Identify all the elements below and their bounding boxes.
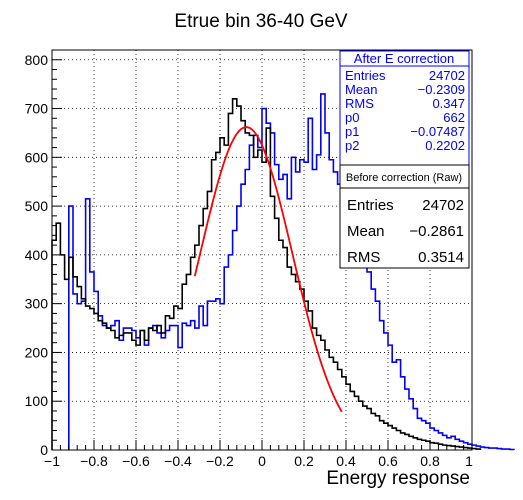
stats-after-label-entries: Entries — [345, 68, 386, 83]
x-tick-label: 0 — [258, 453, 266, 469]
y-axis: 0 100 200 300 400 500 600 700 800 — [25, 49, 62, 458]
stats-before-title: Before correction (Raw) — [346, 172, 462, 184]
x-tick-label: −1 — [44, 453, 60, 469]
y-tick-label: 300 — [25, 296, 49, 312]
x-tick-label: −0.6 — [122, 453, 150, 469]
stats-after-value-p2: 0.2202 — [425, 138, 465, 153]
stats-before-label-entries: Entries — [347, 197, 394, 214]
stats-before-frame — [339, 164, 470, 269]
stats-after-value-p1: −0.07487 — [410, 124, 465, 139]
x-tick-label: 0.4 — [336, 453, 356, 469]
x-tick-label: −0.4 — [164, 453, 192, 469]
stats-after-label-rms: RMS — [345, 96, 374, 111]
stats-before-value-entries: 24702 — [422, 197, 464, 214]
stats-box-after: After E correction Entries 24702 Mean −0.23… — [339, 50, 470, 166]
stats-after-value-mean: −0.2309 — [418, 82, 465, 97]
y-tick-label: 100 — [25, 393, 49, 409]
y-tick-label: 200 — [25, 344, 49, 360]
stats-after-label-mean: Mean — [345, 82, 378, 97]
histogram-before-correction — [51, 97, 482, 450]
stats-after-value-p0: 662 — [443, 110, 465, 125]
stats-after-title: After E correction — [354, 51, 454, 66]
x-axis: −1 −0.8 −0.6 −0.4 −0.2 0 0.2 0.4 0.6 0.8 1 — [44, 440, 473, 469]
stats-after-rows: Entries 24702 Mean −0.2309 RMS 0.347 p0 662 p1 −0… — [345, 68, 465, 153]
stats-after-label-p2: p2 — [345, 138, 359, 153]
y-tick-label: 600 — [25, 149, 49, 165]
fit-curve-group — [193, 126, 343, 413]
histograms — [51, 93, 515, 451]
stats-after-label-p0: p0 — [345, 110, 359, 125]
x-tick-label: 1 — [465, 453, 473, 469]
y-tick-label: 0 — [40, 442, 48, 458]
stats-before-rows: Entries 24702 Mean −0.2861 RMS 0.3514 — [347, 197, 464, 266]
x-tick-label: −0.2 — [206, 453, 234, 469]
y-tick-label: 500 — [25, 198, 49, 214]
y-tick-label: 400 — [25, 247, 49, 263]
stats-after-value-rms: 0.347 — [432, 96, 465, 111]
stats-before-value-rms: 0.3514 — [418, 249, 464, 266]
fit-curve — [193, 126, 343, 413]
x-tick-label: 0.6 — [378, 453, 398, 469]
stats-before-label-mean: Mean — [347, 223, 385, 240]
stats-after-value-entries: 24702 — [429, 68, 465, 83]
stats-box-before: Before correction (Raw) Entries 24702 Mean… — [339, 164, 470, 269]
y-tick-label: 700 — [25, 101, 49, 117]
y-tick-label: 800 — [25, 52, 49, 68]
chart-title: Etrue bin 36-40 GeV — [174, 11, 348, 32]
x-tick-label: 0.8 — [420, 453, 440, 469]
x-axis-title: Energy response — [326, 468, 470, 489]
stats-before-value-mean: −0.2861 — [409, 223, 464, 240]
stats-after-frame — [339, 50, 470, 166]
stats-before-label-rms: RMS — [347, 249, 380, 266]
x-tick-label: −0.8 — [80, 453, 108, 469]
stats-after-label-p1: p1 — [345, 124, 359, 139]
x-tick-label: 0.2 — [294, 453, 314, 469]
